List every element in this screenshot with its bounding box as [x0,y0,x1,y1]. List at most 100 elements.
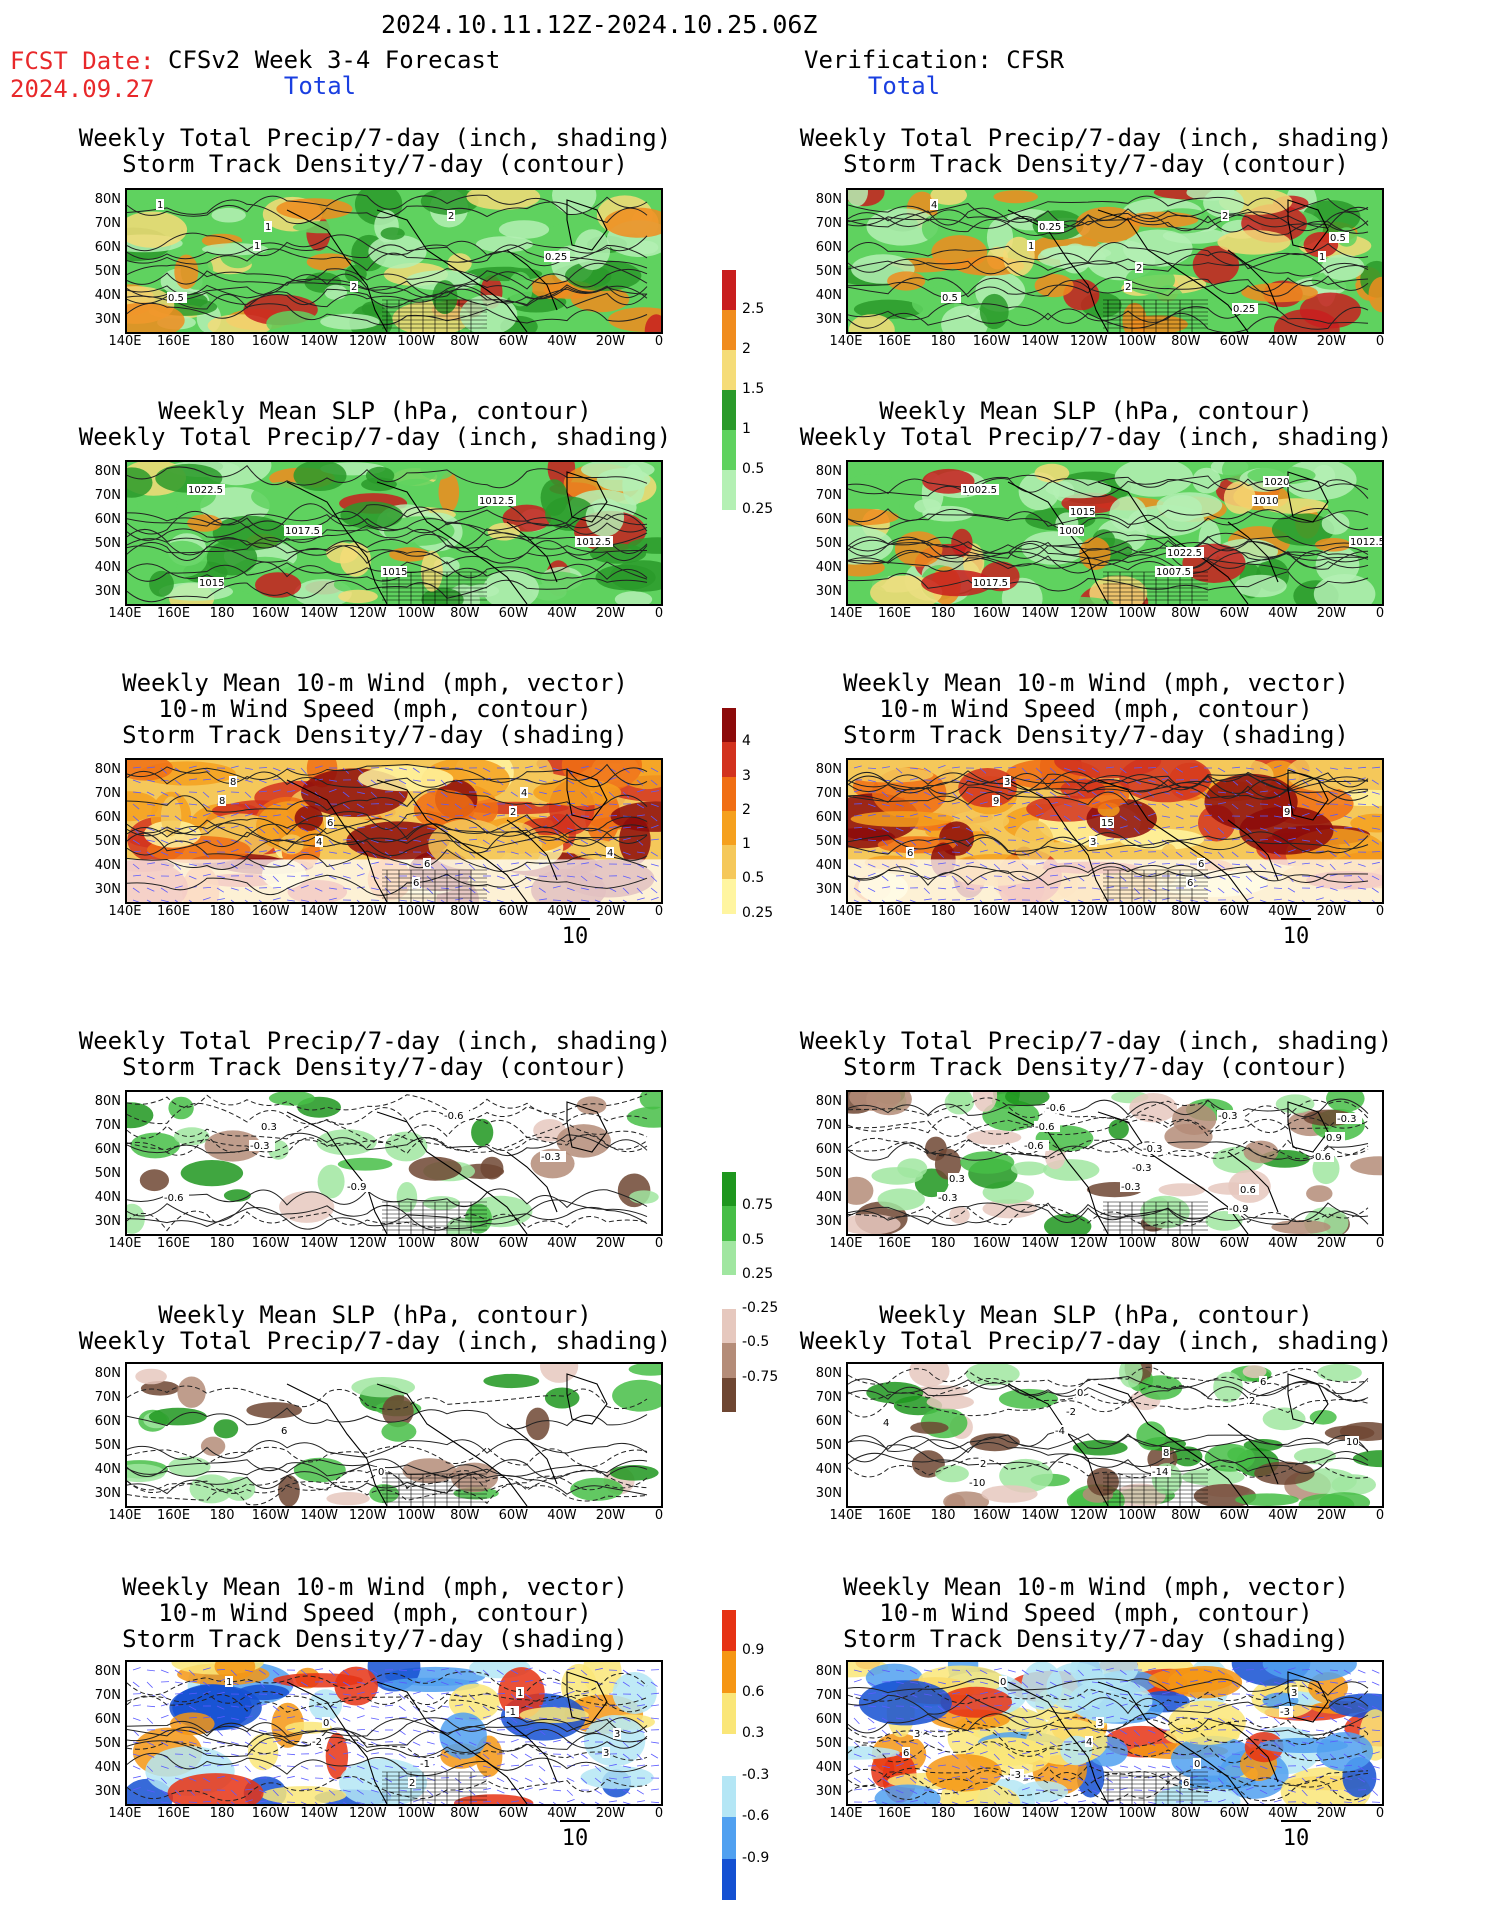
contour-label: -0.3 [1218,1111,1238,1122]
lat-tick-label: 40N [815,288,842,303]
forecast-title-r2-l2: Storm Track Density/7-day (shading) [122,721,628,749]
colorbar-label: -0.25 [742,1300,779,1317]
lon-tick-label: 60W [1219,1806,1250,1821]
lon-tick-label: 80W [1171,1508,1201,1523]
colorbar-label: -0.5 [742,1334,770,1351]
colorbar-label: -0.9 [742,1849,770,1866]
contour-label: 1012.5 [1350,537,1382,548]
contour-label: -14 [1152,1467,1168,1478]
lon-tick-label: 160E [878,904,912,919]
lon-tick-label: 120W [348,1236,387,1251]
lon-tick-label: 20W [1316,606,1347,621]
lon-tick-label: 40W [1268,904,1298,919]
lon-tick-label: 140E [108,904,142,919]
colorbar-label: 0.25 [742,1265,774,1282]
contour-label: 3 [914,1729,920,1740]
contour-label: -1 [420,1759,430,1770]
lon-tick-label: 80W [450,606,480,621]
lon-tick-label: 140E [829,334,863,349]
lat-tick-label: 60N [815,240,842,255]
lat-tick-label: 30N [815,584,842,599]
lat-tick-label: 70N [815,1118,842,1133]
lon-tick-label: 160E [157,606,191,621]
contour-label: 3 [1090,837,1096,848]
lon-tick-label: 100W [397,1806,436,1821]
lon-tick-label: 160W [251,606,290,621]
lat-tick-label: 50N [815,834,842,849]
forecast-title-r1-l0: Weekly Mean SLP (hPa, contour) [158,397,592,425]
colorbar-segment [722,742,736,777]
lon-tick-label: 180 [209,1806,235,1821]
lon-tick-label: 140E [829,1806,863,1821]
lat-tick-label: 30N [815,1486,842,1501]
lon-tick-label: 120W [348,904,387,919]
lat-tick-label: 40N [94,1760,121,1775]
vector-reference-arrow [1281,1820,1311,1822]
lon-tick-label: 0 [654,904,664,919]
map-plot: 60 [127,1364,661,1506]
lon-tick-label: 160W [251,1236,290,1251]
colorbar-label: 1 [742,836,751,853]
lon-tick-label: 160W [972,1806,1011,1821]
verification-title-r2-l2: Storm Track Density/7-day (shading) [843,721,1349,749]
lat-tick-label: 40N [94,288,121,303]
contour-label: 6 [327,818,333,829]
contour-label: 4 [931,200,937,211]
colorbar-label: 0.5 [742,1231,765,1248]
lon-tick-label: 60W [1219,1236,1250,1251]
lat-tick-label: 30N [94,1486,121,1501]
lon-tick-label: 120W [1069,1508,1108,1523]
lon-tick-label: 40W [1268,1508,1298,1523]
contour-label: 8 [219,796,225,807]
contour-label: 0 [1077,1388,1083,1399]
lat-tick-label: 40N [815,1760,842,1775]
contour-label: 1022.5 [1167,548,1202,559]
lon-tick-label: 0 [1375,334,1385,349]
colorbar-segment [722,1817,736,1859]
colorbar-label: 0.9 [742,1642,765,1659]
lon-tick-label: 60W [498,904,529,919]
lon-tick-label: 180 [930,1236,956,1251]
lon-tick-label: 180 [930,334,956,349]
colorbar-label: 1 [742,421,751,437]
lon-tick-label: 80W [1171,1806,1201,1821]
forecast-title-r3-l1: Storm Track Density/7-day (contour) [122,1053,628,1081]
colorbar-label: 0.6 [742,1683,765,1700]
contour-label: 0.3 [949,1174,965,1185]
verification-map-total-precip: 4 1 2 2 1 0.5 0.25 2 0.25 0.5 [846,188,1384,334]
lon-tick-label: 20W [595,1508,626,1523]
lat-tick-label: 70N [815,488,842,503]
contour-label: 1 [157,200,163,211]
verification-title-r2-l1: 10-m Wind Speed (mph, contour) [879,695,1313,723]
contour-label: 1002.5 [962,485,997,496]
colorbar-label: 0.25 [742,904,774,921]
lat-tick-label: 40N [94,1190,121,1205]
lat-tick-label: 50N [815,1166,842,1181]
vector-reference-label: 10 [561,924,589,949]
verification-map-anom-wind: 4 6 -3 6 0 3 0 3 3 -3 [846,1660,1384,1806]
fcst-date: 2024.09.27 [10,75,155,103]
contour-label: 6 [1183,1778,1189,1789]
lat-tick-label: 30N [815,1214,842,1229]
lon-tick-label: 160E [878,1236,912,1251]
lat-tick-label: 80N [815,1366,842,1381]
contour-label: -0.3 [541,1152,561,1163]
lon-tick-label: 80W [1171,606,1201,621]
section-total-left: Total [283,72,357,100]
lat-tick-label: 80N [94,762,121,777]
lat-tick-label: 30N [94,882,121,897]
contour-label: 6 [281,1426,287,1437]
lat-tick-label: 30N [815,1784,842,1799]
lat-tick-label: 80N [94,464,121,479]
lon-tick-label: 100W [397,1508,436,1523]
lon-tick-label: 60W [1219,606,1250,621]
lon-tick-label: 0 [654,1236,664,1251]
map-plot: -4 -14 2 10 -10 -2 8 6 4 2 0 [848,1364,1382,1506]
lon-tick-label: 140W [300,1236,338,1251]
lat-tick-label: 50N [815,1438,842,1453]
map-plot: 1002.5 1000 1007.5 1010 1012.5 1017.5 1015 1022… [848,462,1382,604]
lat-tick-label: 50N [94,536,121,551]
lon-tick-label: 100W [397,606,436,621]
